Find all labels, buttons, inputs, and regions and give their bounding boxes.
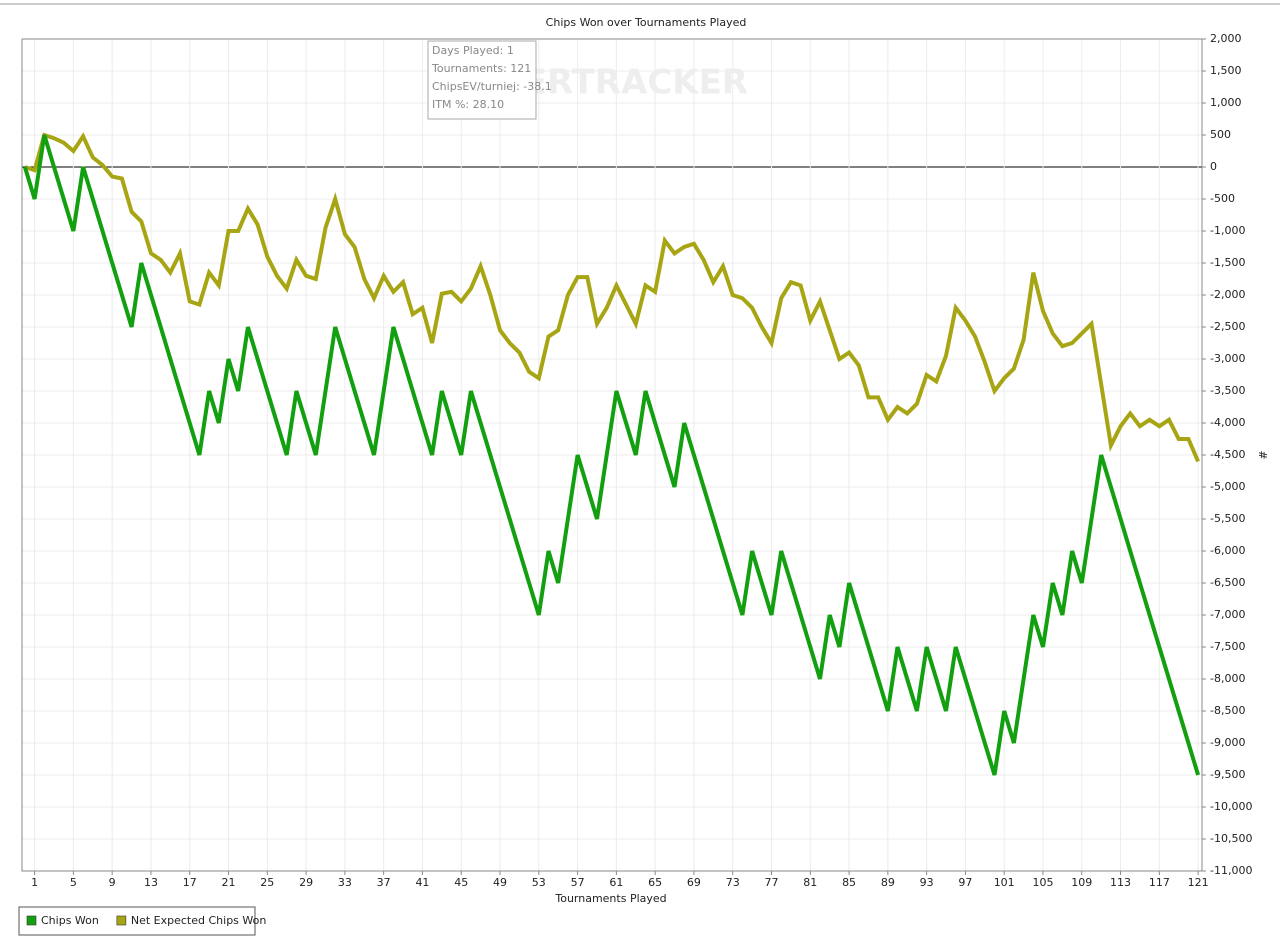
x-tick-label: 77 xyxy=(764,876,778,889)
x-tick-label: 97 xyxy=(958,876,972,889)
series-line xyxy=(24,132,1200,463)
y-tick-label: -9,000 xyxy=(1210,736,1245,749)
x-tick-label: 113 xyxy=(1110,876,1131,889)
tooltip-line: ChipsEV/turniej: -38.1 xyxy=(432,80,552,93)
y-tick-label: -2,500 xyxy=(1210,320,1245,333)
y-axis-title: # xyxy=(1256,450,1269,459)
x-tick-label: 69 xyxy=(687,876,701,889)
x-axis-title: Tournaments Played xyxy=(554,892,666,905)
x-tick-label: 17 xyxy=(183,876,197,889)
y-tick-label: -3,500 xyxy=(1210,384,1245,397)
series-line xyxy=(22,134,1201,776)
x-tick-label: 25 xyxy=(260,876,274,889)
y-tick-label: -5,500 xyxy=(1210,512,1245,525)
y-tick-label: -7,000 xyxy=(1210,608,1245,621)
y-tick-label: -3,000 xyxy=(1210,352,1245,365)
x-tick-label: 109 xyxy=(1071,876,1092,889)
y-tick-label: 0 xyxy=(1210,160,1217,173)
tooltip xyxy=(427,40,537,120)
x-tick-label: 29 xyxy=(299,876,313,889)
y-tick-label: -2,000 xyxy=(1210,288,1245,301)
x-tick-label: 21 xyxy=(222,876,236,889)
x-tick-label: 57 xyxy=(571,876,585,889)
x-tick-label: 73 xyxy=(726,876,740,889)
plot-frame xyxy=(21,38,1203,872)
x-tick-label: 89 xyxy=(881,876,895,889)
x-tick-label: 9 xyxy=(109,876,116,889)
y-tick-label: -500 xyxy=(1210,192,1235,205)
tooltip-line: ITM %: 28.10 xyxy=(432,98,504,111)
tooltip-line: Days Played: 1 xyxy=(432,44,514,57)
chart-title: Chips Won over Tournaments Played xyxy=(546,16,747,29)
legend-label: Net Expected Chips Won xyxy=(131,914,267,927)
x-tick-label: 37 xyxy=(377,876,391,889)
y-tick-label: -5,000 xyxy=(1210,480,1245,493)
x-tick-label: 65 xyxy=(648,876,662,889)
y-tick-label: -6,500 xyxy=(1210,576,1245,589)
y-tick-label: -8,000 xyxy=(1210,672,1245,685)
x-tick-label: 41 xyxy=(415,876,429,889)
legend xyxy=(18,906,256,936)
y-tick-label: -10,000 xyxy=(1210,800,1252,813)
legend-label: Chips Won xyxy=(41,914,99,927)
legend-swatch xyxy=(116,915,127,926)
x-tick-label: 61 xyxy=(609,876,623,889)
y-tick-label: -9,500 xyxy=(1210,768,1245,781)
plot-lines xyxy=(22,132,1201,776)
y-tick-label: -4,500 xyxy=(1210,448,1245,461)
y-tick-label: -6,000 xyxy=(1210,544,1245,557)
y-tick-label: -1,000 xyxy=(1210,224,1245,237)
x-tick-label: 93 xyxy=(920,876,934,889)
x-tick-label: 45 xyxy=(454,876,468,889)
tooltip-text: Days Played: 1 Tournaments: 121 ChipsEV/tu… xyxy=(431,44,552,111)
legend-swatch xyxy=(26,915,37,926)
y-tick-label: -7,500 xyxy=(1210,640,1245,653)
x-tick-label: 117 xyxy=(1149,876,1170,889)
tooltip-line: Tournaments: 121 xyxy=(431,62,531,75)
grid: 2,000 1,500 1,000 500 0 -500 -1,000 -1,500 -2,00… xyxy=(22,32,1252,889)
x-tick-label: 13 xyxy=(144,876,158,889)
x-tick-label: 49 xyxy=(493,876,507,889)
y-tick-label: -10,500 xyxy=(1210,832,1252,845)
y-tick-label: -8,500 xyxy=(1210,704,1245,717)
y-tick-label: -11,000 xyxy=(1210,864,1252,877)
y-tick-label: 1,000 xyxy=(1210,96,1242,109)
y-tick-label: 1,500 xyxy=(1210,64,1242,77)
x-tick-label: 101 xyxy=(994,876,1015,889)
legend-items: Chips Won Net Expected Chips Won xyxy=(26,914,267,927)
x-tick-label: 121 xyxy=(1188,876,1209,889)
x-tick-label: 1 xyxy=(31,876,38,889)
y-tick-label: 2,000 xyxy=(1210,32,1242,45)
x-tick-label: 5 xyxy=(70,876,77,889)
x-tick-label: 85 xyxy=(842,876,856,889)
x-tick-label: 81 xyxy=(803,876,817,889)
y-tick-label: 500 xyxy=(1210,128,1231,141)
x-tick-label: 53 xyxy=(532,876,546,889)
x-tick-label: 105 xyxy=(1032,876,1053,889)
x-tick-label: 33 xyxy=(338,876,352,889)
y-tick-label: -4,000 xyxy=(1210,416,1245,429)
y-tick-label: -1,500 xyxy=(1210,256,1245,269)
